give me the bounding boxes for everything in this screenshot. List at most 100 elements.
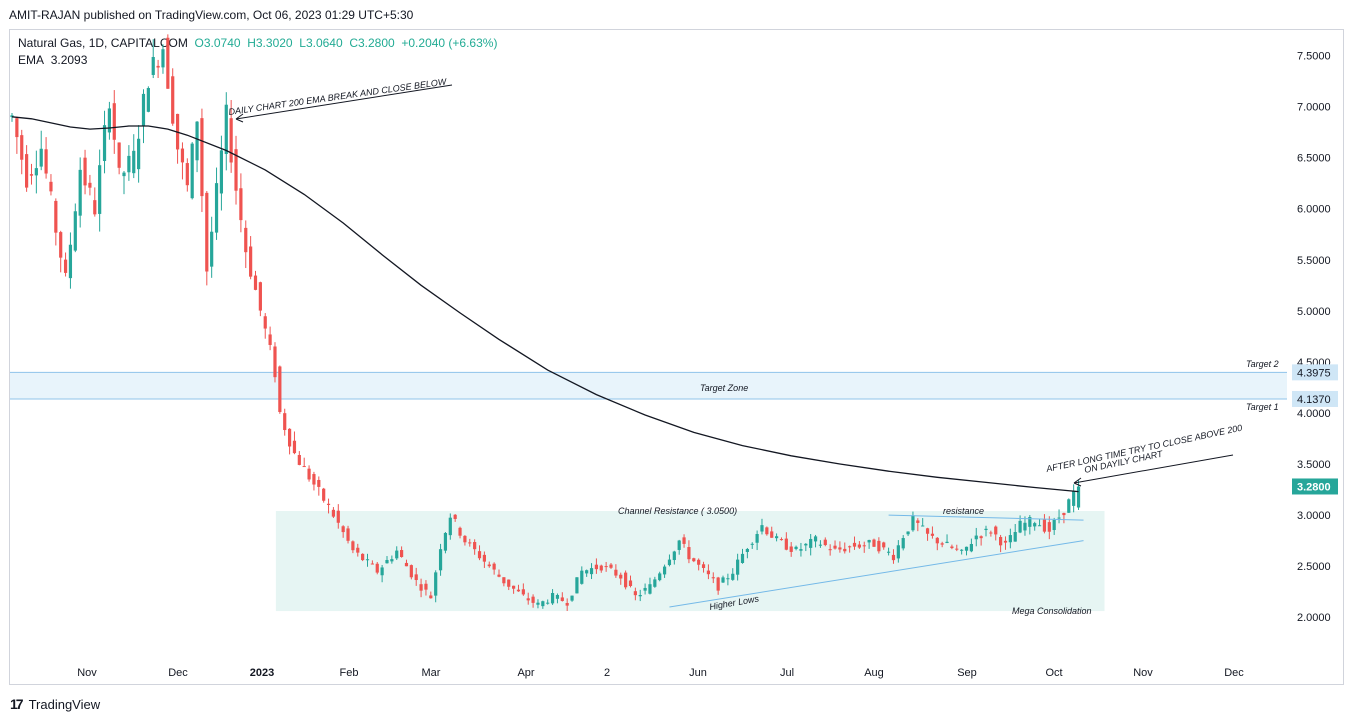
candle-body bbox=[429, 595, 433, 599]
candle-body bbox=[774, 536, 779, 539]
time-axis-label: Feb bbox=[340, 667, 359, 679]
candle-body bbox=[507, 579, 511, 587]
candle-body bbox=[1076, 486, 1081, 508]
candle-body bbox=[346, 528, 350, 541]
candle-body bbox=[740, 553, 745, 563]
candle-body bbox=[351, 541, 355, 551]
ohlc-open: O3.0740 bbox=[194, 36, 241, 50]
candle-body bbox=[896, 545, 900, 559]
candle-body bbox=[307, 468, 311, 480]
candle-body bbox=[1047, 522, 1051, 532]
candle-body bbox=[989, 532, 993, 534]
candle-body bbox=[823, 539, 827, 546]
candle-body bbox=[356, 547, 360, 553]
candle-body bbox=[745, 548, 749, 552]
candle-body bbox=[1057, 517, 1061, 519]
footer-brand: 17 TradingView bbox=[10, 696, 100, 712]
candle-body bbox=[619, 574, 623, 579]
candle-body bbox=[214, 183, 219, 233]
candle-body bbox=[273, 346, 277, 378]
candle-body bbox=[701, 564, 706, 568]
candle-body bbox=[760, 525, 764, 532]
chart-frame bbox=[9, 29, 1344, 685]
candle-body bbox=[541, 601, 545, 607]
candle-body bbox=[458, 527, 462, 536]
candle-body bbox=[322, 488, 326, 501]
candle-body bbox=[122, 172, 126, 177]
symbol-name[interactable]: Natural Gas, 1D, CAPITALCOM bbox=[18, 36, 188, 50]
candle-body bbox=[852, 542, 857, 547]
candle-body bbox=[964, 546, 969, 551]
time-axis-label: Dec bbox=[168, 667, 188, 679]
candle-body bbox=[15, 118, 19, 138]
time-axis-label: Mar bbox=[422, 667, 441, 679]
candle-body bbox=[906, 531, 910, 535]
price-axis-label: 4.0000 bbox=[1297, 408, 1331, 420]
resistance-label: resistance bbox=[943, 506, 984, 516]
candle-body bbox=[1033, 523, 1037, 527]
candle-body bbox=[1067, 499, 1071, 513]
price-change: +0.2040 (+6.63%) bbox=[401, 36, 498, 50]
target-zone bbox=[10, 372, 1287, 399]
candle-body bbox=[828, 549, 832, 551]
candle-body bbox=[477, 551, 482, 559]
candle-body bbox=[950, 546, 954, 549]
candle-body bbox=[887, 551, 891, 553]
candle-body bbox=[925, 528, 930, 534]
candle-body bbox=[39, 148, 43, 167]
candle-body bbox=[614, 569, 618, 576]
price-axis-label: 2.0000 bbox=[1297, 612, 1331, 624]
candle-body bbox=[453, 514, 457, 519]
candle-body bbox=[390, 559, 394, 562]
candle-body bbox=[443, 532, 448, 551]
target2-price-text: 4.3975 bbox=[1297, 367, 1331, 379]
candle-body bbox=[857, 544, 861, 548]
candle-body bbox=[336, 510, 340, 523]
ema-label[interactable]: EMA bbox=[18, 53, 45, 67]
candle-body bbox=[916, 520, 920, 523]
candle-body bbox=[638, 594, 642, 597]
candle-body bbox=[414, 574, 418, 581]
candle-body bbox=[697, 559, 701, 565]
candle-body bbox=[312, 474, 316, 485]
ohlc-low: L3.0640 bbox=[299, 36, 343, 50]
candle-body bbox=[521, 589, 525, 595]
last-price-tag bbox=[1292, 478, 1338, 495]
footer-brand-label: TradingView bbox=[28, 696, 101, 712]
candle-body bbox=[331, 509, 336, 517]
candle-body bbox=[945, 541, 949, 544]
candle-body bbox=[633, 591, 637, 596]
consolidation-box bbox=[275, 510, 1105, 612]
candle-body bbox=[83, 157, 87, 186]
candle-body bbox=[292, 440, 297, 454]
channel-resistance-label: Channel Resistance ( 3.0500) bbox=[618, 506, 737, 516]
candle-body bbox=[1042, 519, 1047, 532]
candle-body bbox=[278, 366, 282, 412]
candle-body bbox=[283, 413, 287, 431]
candle-body bbox=[789, 546, 793, 552]
candle-body bbox=[156, 65, 160, 68]
candle-body bbox=[682, 537, 686, 544]
ema-break-arrow bbox=[235, 84, 453, 120]
candle-body bbox=[492, 563, 496, 570]
candle-body bbox=[93, 200, 97, 215]
price-axis-label: 6.0000 bbox=[1297, 204, 1331, 216]
candle-body bbox=[862, 545, 866, 547]
candle-body bbox=[658, 573, 662, 581]
candle-body bbox=[146, 88, 150, 112]
candle-body bbox=[151, 56, 155, 75]
candle-body bbox=[580, 570, 584, 584]
target2-price-tag bbox=[1292, 364, 1338, 381]
candle-body bbox=[536, 602, 540, 605]
candle-body bbox=[473, 542, 477, 550]
candle-body bbox=[141, 93, 146, 127]
candle-body bbox=[877, 540, 881, 552]
candle-body bbox=[687, 547, 691, 560]
candle-body bbox=[1003, 540, 1008, 543]
ohlc-close: C3.2800 bbox=[349, 36, 395, 50]
candle-body bbox=[361, 553, 365, 561]
candle-body bbox=[468, 542, 472, 544]
candle-body bbox=[672, 551, 676, 561]
candle-body bbox=[326, 503, 331, 505]
